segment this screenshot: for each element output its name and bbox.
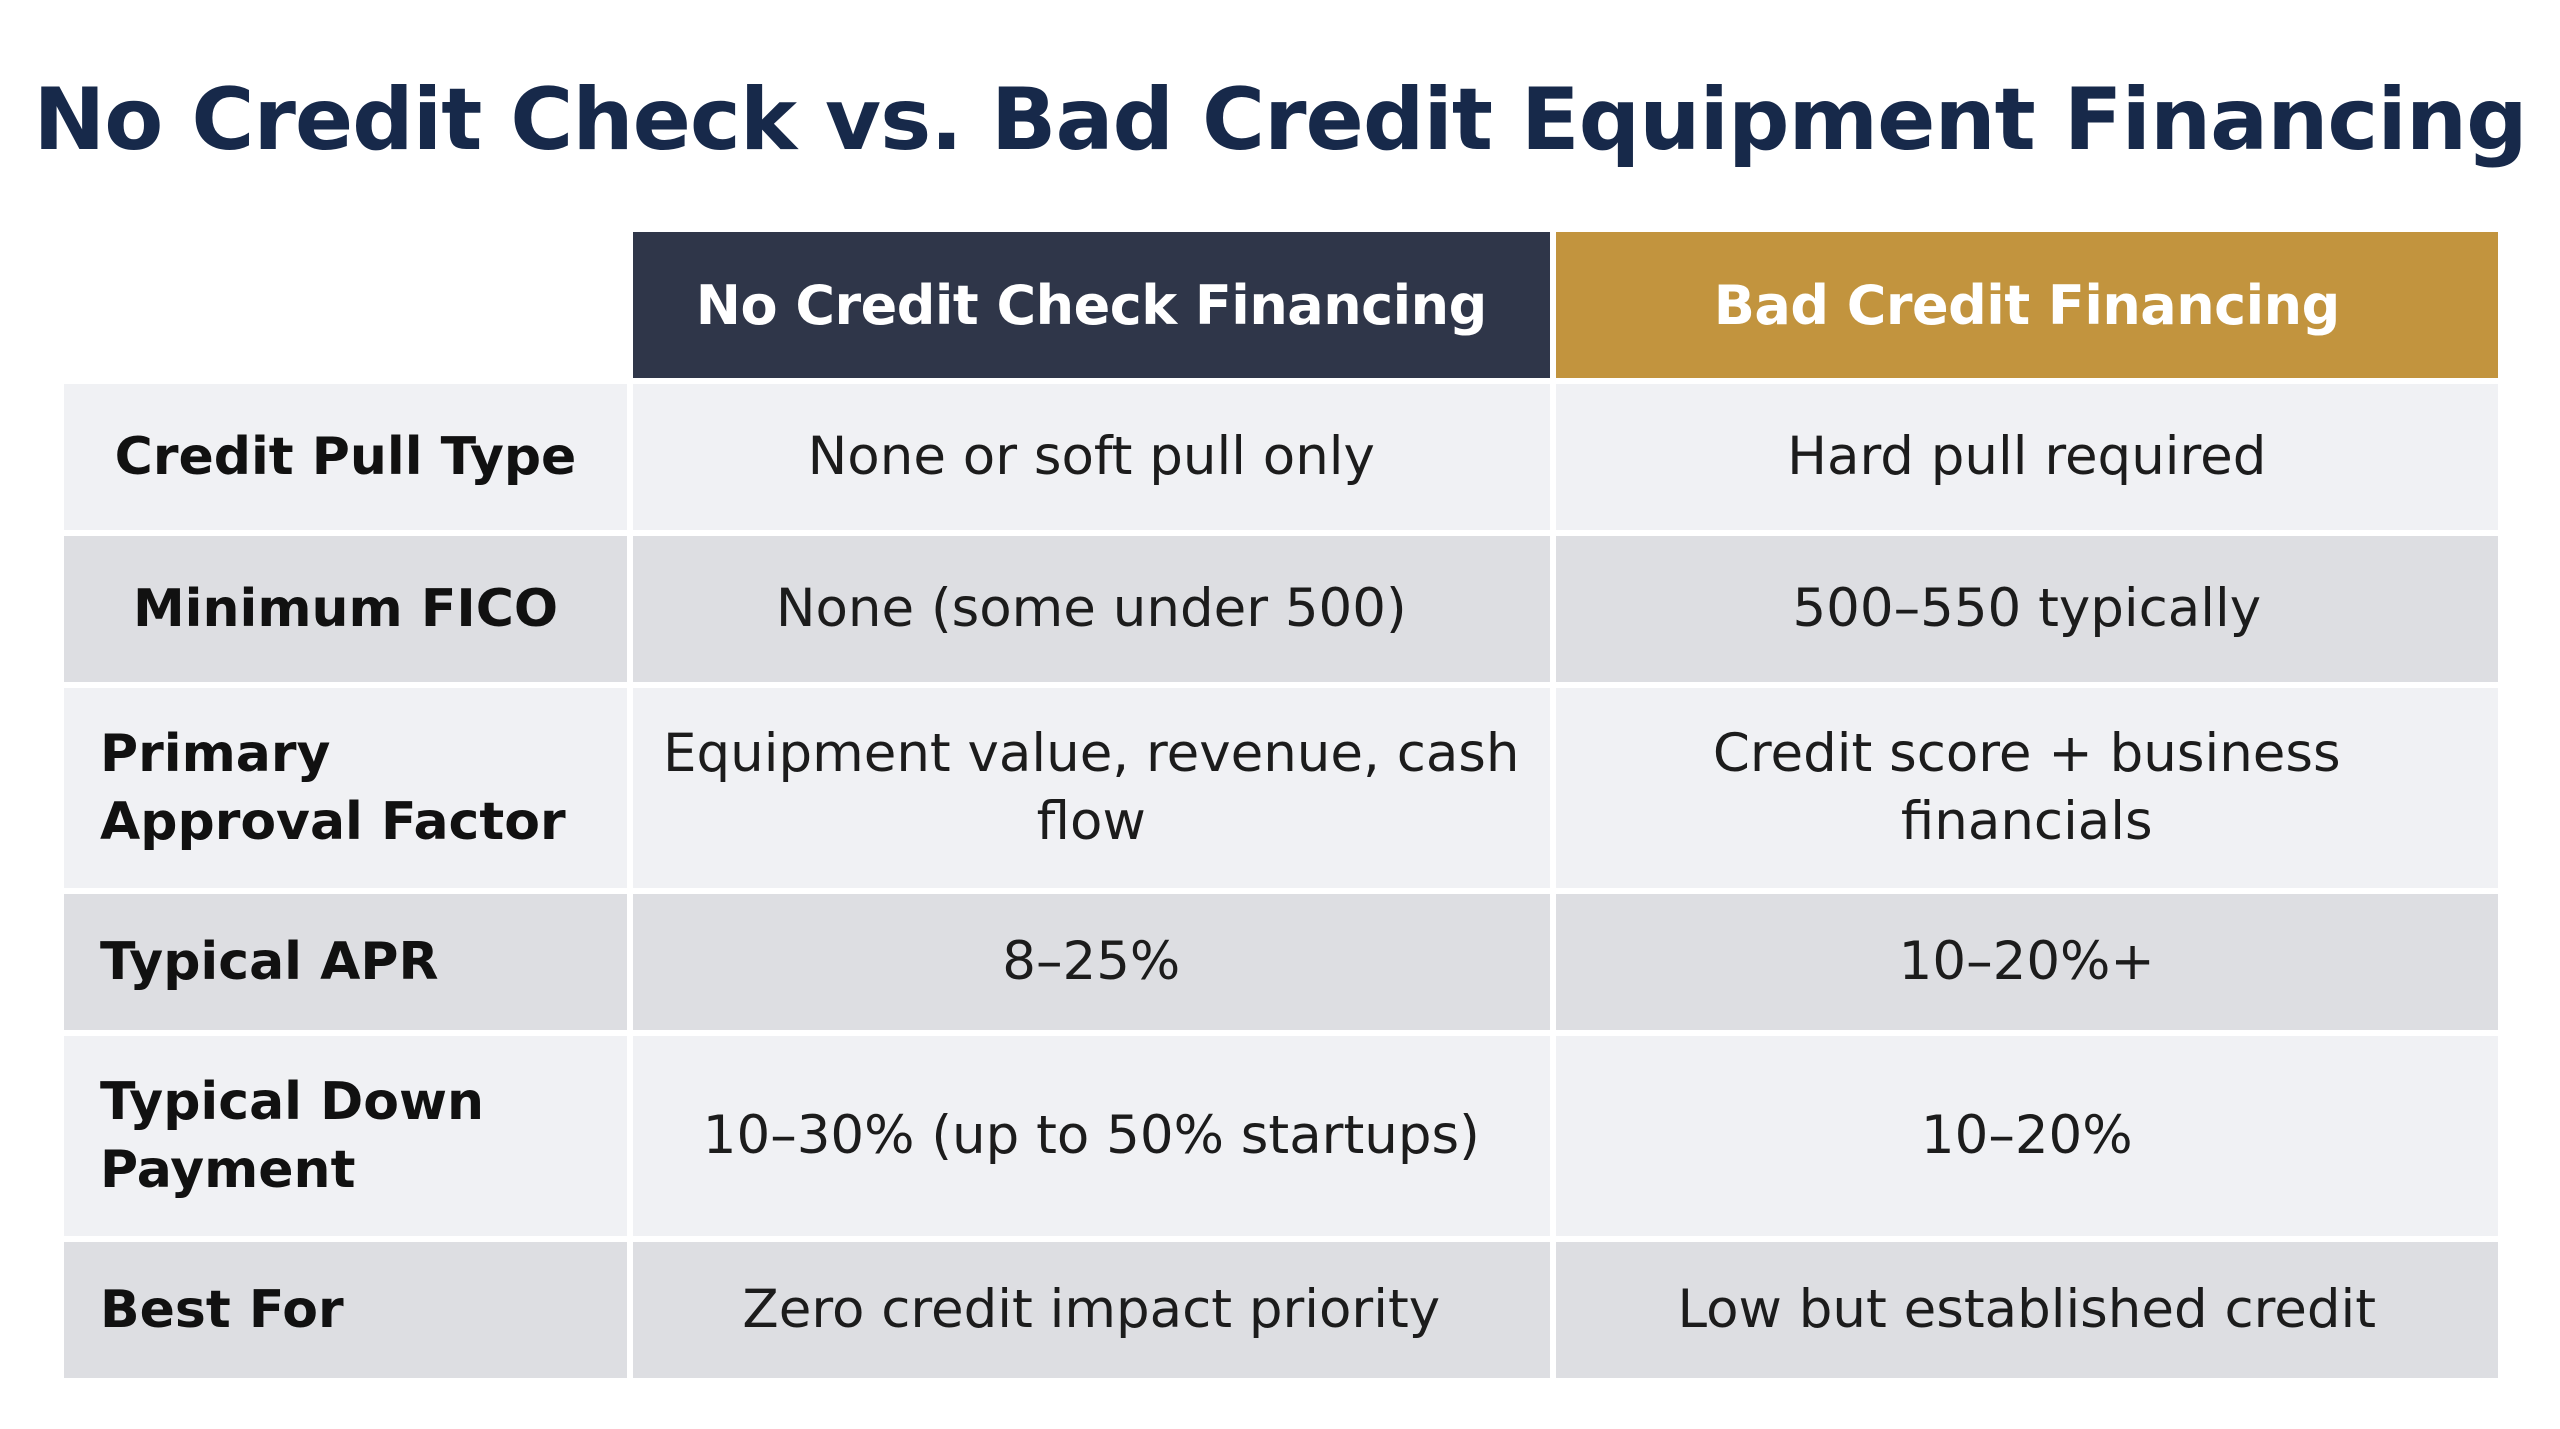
table-row: Minimum FICO None (some under 500) 500–5… [64, 536, 2498, 682]
row-label-minimum-fico: Minimum FICO [64, 536, 628, 682]
row-label-typical-apr: Typical APR [64, 894, 628, 1030]
table-header-row: No Credit Check Financing Bad Credit Fin… [64, 232, 2498, 378]
cell-bad-credit: Low but established credit [1555, 1242, 2498, 1378]
table-row: Typical Down Payment 10–30% (up to 50% s… [64, 1036, 2498, 1236]
header-bad-credit: Bad Credit Financing [1555, 232, 2498, 378]
table-row: Primary Approval Factor Equipment value,… [64, 688, 2498, 888]
cell-no-credit-check: 8–25% [633, 894, 1550, 1030]
cell-bad-credit: 10–20%+ [1555, 894, 2498, 1030]
comparison-table: No Credit Check Financing Bad Credit Fin… [58, 226, 2504, 1384]
header-empty-cell [64, 232, 627, 378]
cell-no-credit-check: Zero credit impact priority [633, 1242, 1550, 1378]
row-label-typical-down-payment: Typical Down Payment [64, 1036, 628, 1236]
cell-no-credit-check: None or soft pull only [633, 384, 1550, 530]
cell-bad-credit: Credit score + business financials [1555, 688, 2498, 888]
cell-no-credit-check: 10–30% (up to 50% startups) [633, 1036, 1550, 1236]
comparison-table-container: No Credit Check Financing Bad Credit Fin… [64, 232, 2504, 1384]
cell-no-credit-check: None (some under 500) [633, 536, 1550, 682]
row-label-best-for: Best For [64, 1242, 628, 1378]
table-row: Typical APR 8–25% 10–20%+ [64, 894, 2498, 1030]
row-label-credit-pull-type: Credit Pull Type [64, 384, 628, 530]
cell-no-credit-check: Equipment value, revenue, cash flow [633, 688, 1550, 888]
cell-bad-credit: 500–550 typically [1555, 536, 2498, 682]
table-row: Best For Zero credit impact priority Low… [64, 1242, 2498, 1378]
cell-bad-credit: Hard pull required [1555, 384, 2498, 530]
row-label-primary-approval-factor: Primary Approval Factor [64, 688, 628, 888]
header-no-credit-check: No Credit Check Financing [633, 232, 1550, 378]
table-row: Credit Pull Type None or soft pull only … [64, 384, 2498, 530]
page-title: No Credit Check vs. Bad Credit Equipment… [33, 70, 2527, 170]
cell-bad-credit: 10–20% [1555, 1036, 2498, 1236]
